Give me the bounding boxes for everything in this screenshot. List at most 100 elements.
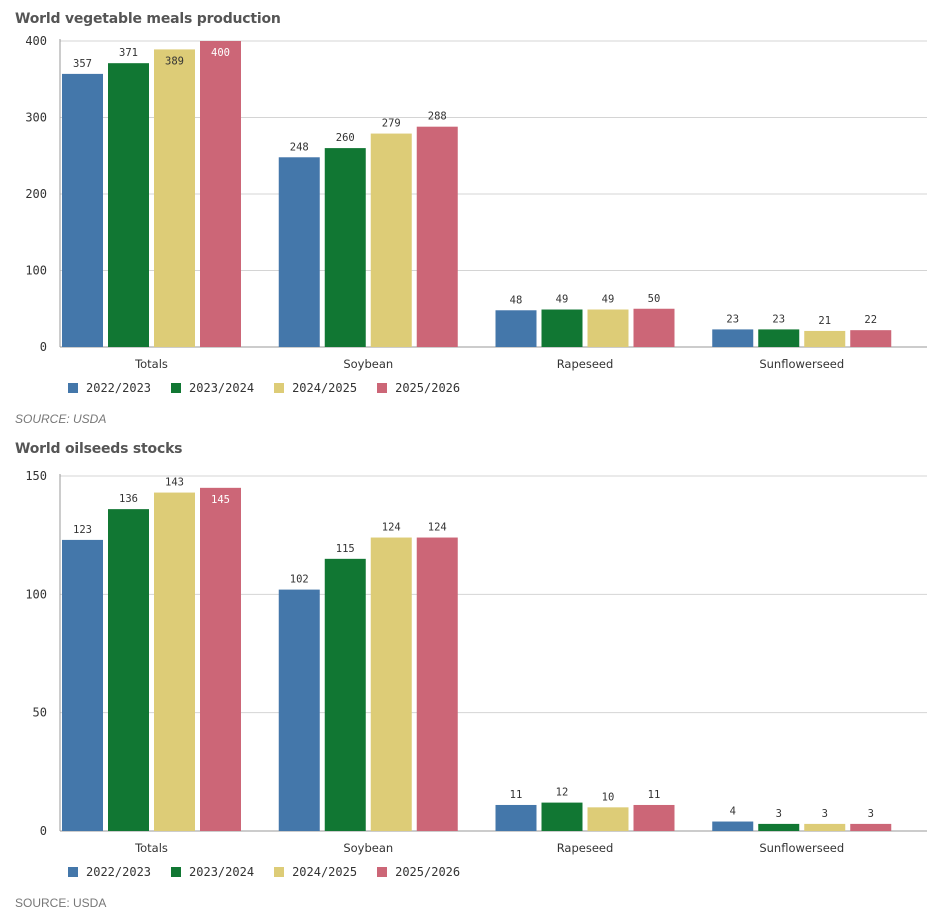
data-label: 371 bbox=[119, 47, 138, 59]
x-category-label: Totals bbox=[134, 357, 168, 371]
bar-soybean-2022-2023 bbox=[278, 157, 320, 347]
chart-legend: 2022/2023 2023/2024 2024/2025 2025/2026 bbox=[68, 865, 480, 879]
legend-swatch bbox=[171, 383, 182, 393]
chart-title: World oilseeds stocks bbox=[15, 441, 183, 457]
bar-rapeseed-2024-2025 bbox=[587, 807, 629, 831]
legend-swatch bbox=[68, 383, 78, 393]
legend-swatch bbox=[274, 867, 285, 877]
data-label: 10 bbox=[602, 791, 615, 803]
data-label: 49 bbox=[602, 294, 615, 306]
legend-swatch bbox=[68, 867, 78, 877]
bar-soybean-2022-2023 bbox=[278, 589, 320, 831]
data-label: 102 bbox=[290, 574, 309, 586]
data-label: 357 bbox=[73, 58, 92, 70]
bar-totals-2025-2026 bbox=[200, 41, 241, 347]
legend-item: 2024/2025 bbox=[274, 381, 357, 395]
bar-totals-2022-2023 bbox=[62, 539, 103, 831]
bar-totals-2022-2023 bbox=[62, 73, 103, 348]
bar-rapeseed-2025-2026 bbox=[633, 804, 675, 831]
bar-rapeseed-2024-2025 bbox=[587, 309, 629, 347]
bar-sunflowerseed-2023-2024 bbox=[758, 329, 800, 347]
data-label: 260 bbox=[336, 132, 355, 144]
bar-soybean-2024-2025 bbox=[370, 537, 412, 831]
legend-label: 2023/2024 bbox=[189, 381, 255, 395]
y-tick-label: 50 bbox=[33, 706, 47, 720]
data-label: 279 bbox=[382, 118, 401, 130]
data-label: 21 bbox=[818, 315, 831, 327]
data-label: 49 bbox=[556, 294, 569, 306]
data-label: 143 bbox=[165, 477, 184, 489]
bar-totals-2023-2024 bbox=[108, 63, 149, 348]
data-label: 3 bbox=[822, 808, 828, 820]
legend-swatch bbox=[274, 383, 285, 393]
data-label: 48 bbox=[510, 294, 523, 306]
y-tick-label: 200 bbox=[25, 187, 47, 201]
data-label: 3 bbox=[868, 808, 874, 820]
data-label: 23 bbox=[772, 313, 785, 325]
legend-swatch bbox=[377, 867, 388, 877]
y-tick-label: 100 bbox=[25, 587, 47, 601]
data-label: 136 bbox=[119, 493, 138, 505]
y-tick-label: 300 bbox=[25, 111, 47, 125]
bar-sunflowerseed-2022-2023 bbox=[712, 821, 754, 831]
bar-totals-2023-2024 bbox=[108, 509, 149, 831]
legend-label: 2024/2025 bbox=[292, 381, 358, 395]
bar-rapeseed-2023-2024 bbox=[541, 309, 583, 347]
data-label: 248 bbox=[290, 141, 309, 153]
data-label: 115 bbox=[336, 543, 355, 555]
data-label: 11 bbox=[510, 789, 523, 801]
x-category-label: Soybean bbox=[343, 841, 393, 855]
data-label: 288 bbox=[428, 111, 447, 123]
data-label: 124 bbox=[428, 522, 447, 534]
legend-item: 2023/2024 bbox=[171, 381, 254, 395]
bar-rapeseed-2023-2024 bbox=[541, 802, 583, 831]
bar-rapeseed-2022-2023 bbox=[495, 804, 537, 831]
legend-label: 2025/2026 bbox=[395, 865, 461, 879]
bar-sunflowerseed-2024-2025 bbox=[804, 823, 846, 831]
x-category-label: Rapeseed bbox=[557, 841, 614, 855]
bar-soybean-2023-2024 bbox=[324, 148, 366, 347]
bar-sunflowerseed-2024-2025 bbox=[804, 330, 846, 347]
legend-label: 2022/2023 bbox=[86, 381, 152, 395]
y-tick-label: 0 bbox=[40, 340, 47, 354]
bar-soybean-2023-2024 bbox=[324, 558, 366, 831]
legend-label: 2023/2024 bbox=[189, 865, 255, 879]
legend-item: 2022/2023 bbox=[68, 381, 151, 395]
bar-soybean-2025-2026 bbox=[416, 537, 458, 831]
data-label: 22 bbox=[864, 314, 877, 326]
data-label: 123 bbox=[73, 524, 92, 536]
bar-chart-vegetable-meals: 0 100 200 300 400 357 371 389 400 Totals 248 260 279… bbox=[25, 34, 927, 371]
data-label: 50 bbox=[648, 293, 661, 305]
data-label: 11 bbox=[648, 789, 661, 801]
bar-totals-2024-2025 bbox=[154, 49, 195, 347]
data-label: 4 bbox=[730, 806, 736, 818]
bar-sunflowerseed-2023-2024 bbox=[758, 823, 800, 831]
legend-swatch bbox=[377, 383, 388, 393]
legend-item: 2022/2023 bbox=[68, 865, 151, 879]
x-category-label: Soybean bbox=[343, 357, 393, 371]
bar-sunflowerseed-2022-2023 bbox=[712, 329, 754, 347]
legend-swatch bbox=[171, 867, 182, 877]
bar-soybean-2025-2026 bbox=[416, 126, 458, 348]
data-label: 400 bbox=[211, 47, 230, 59]
chart-title: World vegetable meals production bbox=[15, 11, 281, 27]
legend-label: 2024/2025 bbox=[292, 865, 358, 879]
legend-item: 2023/2024 bbox=[171, 865, 254, 879]
legend-item: 2025/2026 bbox=[377, 381, 460, 395]
legend-item: 2025/2026 bbox=[377, 865, 460, 879]
bar-soybean-2024-2025 bbox=[370, 133, 412, 347]
data-label: 145 bbox=[211, 494, 230, 506]
data-label: 389 bbox=[165, 55, 184, 67]
bar-rapeseed-2022-2023 bbox=[495, 310, 537, 347]
legend-item: 2024/2025 bbox=[274, 865, 357, 879]
y-tick-label: 0 bbox=[40, 824, 47, 838]
bar-sunflowerseed-2025-2026 bbox=[850, 823, 892, 831]
x-category-label: Totals bbox=[134, 841, 168, 855]
bar-totals-2025-2026 bbox=[200, 487, 241, 831]
source-note: SOURCE: USDA bbox=[15, 896, 107, 910]
x-category-label: Rapeseed bbox=[557, 357, 614, 371]
y-tick-label: 150 bbox=[25, 469, 47, 483]
x-category-label: Sunflowerseed bbox=[759, 841, 844, 855]
y-tick-label: 100 bbox=[25, 264, 47, 278]
